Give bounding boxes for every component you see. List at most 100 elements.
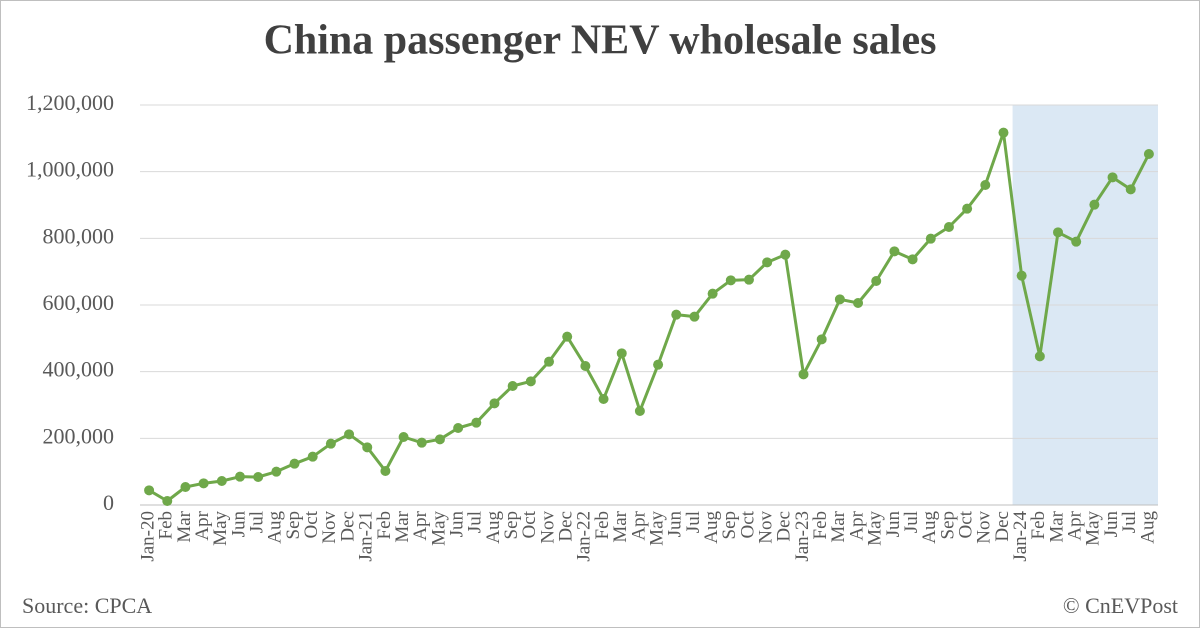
marker bbox=[271, 466, 282, 477]
marker bbox=[998, 127, 1009, 138]
x-tick-label: Oct bbox=[519, 510, 540, 538]
marker bbox=[416, 437, 427, 448]
x-tick-label: Jul bbox=[901, 511, 922, 533]
x-tick-label: Mar bbox=[174, 510, 195, 542]
marker bbox=[980, 180, 991, 190]
y-tick-label: 1,000,000 bbox=[26, 157, 114, 182]
credit: © CnEVPost bbox=[1063, 593, 1178, 618]
x-tick-label: May bbox=[428, 511, 449, 546]
marker bbox=[1071, 236, 1082, 247]
y-tick-label: 600,000 bbox=[43, 290, 115, 315]
x-tick-label: Jan-21 bbox=[356, 511, 377, 562]
source: Source: CPCA bbox=[22, 593, 152, 618]
marker bbox=[507, 381, 518, 391]
x-tick-label: Oct bbox=[955, 510, 976, 538]
x-tick-label: Aug bbox=[265, 511, 286, 544]
marker bbox=[489, 398, 500, 409]
marker bbox=[834, 294, 845, 305]
x-tick-label: Mar bbox=[610, 510, 631, 542]
marker bbox=[1107, 172, 1118, 183]
x-tick-label: Sep bbox=[283, 511, 304, 540]
y-tick-label: 1,200,000 bbox=[26, 90, 114, 115]
chart-title: China passenger NEV wholesale sales bbox=[264, 18, 937, 64]
x-tick-label: Aug bbox=[483, 511, 504, 544]
marker bbox=[598, 394, 609, 404]
marker bbox=[453, 423, 464, 433]
marker bbox=[580, 361, 591, 371]
x-tick-label: Sep bbox=[937, 511, 958, 540]
x-tick-label: Aug bbox=[701, 511, 722, 544]
marker bbox=[943, 222, 954, 232]
marker bbox=[871, 276, 882, 286]
x-tick-label: Apr bbox=[628, 510, 649, 540]
marker bbox=[634, 406, 645, 416]
marker bbox=[925, 233, 936, 244]
marker bbox=[198, 478, 209, 489]
y-tick-label: 0 bbox=[103, 490, 114, 515]
marker bbox=[162, 496, 173, 506]
x-tick-label: Oct bbox=[737, 510, 758, 538]
x-tick-label: May bbox=[210, 511, 231, 546]
marker bbox=[762, 257, 773, 268]
marker bbox=[325, 438, 336, 449]
x-tick-label: Apr bbox=[192, 510, 213, 540]
x-tick-label: Jun bbox=[228, 511, 249, 538]
marker bbox=[380, 466, 391, 476]
marker bbox=[743, 274, 754, 285]
x-tick-label: Mar bbox=[828, 510, 849, 542]
x-tick-label: Apr bbox=[1065, 510, 1086, 540]
x-tick-label: May bbox=[1083, 511, 1104, 546]
marker bbox=[816, 334, 827, 345]
marker bbox=[725, 275, 736, 286]
x-tick-label: Jan-24 bbox=[1010, 511, 1031, 562]
x-tick-label: May bbox=[865, 511, 886, 546]
marker bbox=[653, 359, 664, 370]
x-tick-label: Jan-20 bbox=[137, 511, 158, 562]
x-tick-label: Apr bbox=[410, 510, 431, 540]
x-tick-label: Jul bbox=[683, 511, 704, 533]
marker bbox=[471, 417, 482, 428]
x-tick-label: Dec bbox=[774, 511, 795, 542]
x-tick-label: Jul bbox=[465, 511, 486, 533]
x-tick-label: Jul bbox=[247, 511, 268, 533]
marker bbox=[1089, 199, 1100, 210]
x-tick-label: Nov bbox=[974, 511, 995, 544]
marker bbox=[307, 451, 318, 462]
marker bbox=[253, 472, 264, 482]
x-tick-label: Jun bbox=[665, 511, 686, 538]
marker bbox=[780, 249, 791, 260]
x-tick-label: Sep bbox=[501, 511, 522, 540]
marker bbox=[1053, 227, 1064, 238]
x-tick-label: Apr bbox=[846, 510, 867, 540]
marker bbox=[434, 434, 445, 445]
x-tick-label: Nov bbox=[537, 511, 558, 544]
marker bbox=[616, 348, 627, 359]
marker bbox=[707, 288, 718, 299]
marker bbox=[907, 254, 918, 265]
marker bbox=[180, 482, 191, 492]
x-tick-label: Sep bbox=[719, 511, 740, 540]
x-tick-label: Nov bbox=[319, 511, 340, 544]
marker bbox=[398, 432, 409, 442]
marker bbox=[671, 309, 682, 320]
marker bbox=[362, 442, 373, 453]
marker bbox=[853, 298, 864, 308]
marker bbox=[234, 471, 245, 482]
marker bbox=[1016, 270, 1027, 281]
marker bbox=[1143, 149, 1154, 159]
marker bbox=[889, 246, 900, 257]
x-tick-label: Jan-23 bbox=[792, 511, 813, 562]
x-tick-label: Feb bbox=[374, 511, 395, 540]
marker bbox=[216, 476, 227, 486]
x-tick-label: Mar bbox=[1046, 510, 1067, 542]
marker bbox=[525, 376, 536, 387]
marker bbox=[1125, 184, 1136, 195]
marker bbox=[1034, 351, 1045, 362]
x-tick-label: Dec bbox=[992, 511, 1013, 542]
marker bbox=[689, 311, 700, 322]
x-tick-label: Jun bbox=[883, 511, 904, 538]
x-tick-label: Nov bbox=[756, 511, 777, 544]
x-tick-label: Jun bbox=[1101, 511, 1122, 538]
